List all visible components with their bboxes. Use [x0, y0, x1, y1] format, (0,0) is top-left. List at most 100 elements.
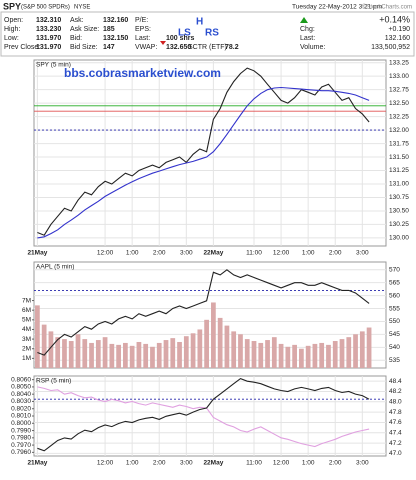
x-tick-label: 2:00	[153, 250, 166, 257]
volume-bar	[271, 337, 277, 368]
up-arrow	[300, 17, 308, 23]
y-tick-label: 47.2	[389, 440, 402, 447]
quote-value: 132.150	[103, 35, 128, 42]
quote-value: 132.650	[166, 44, 191, 51]
price-line	[37, 269, 370, 356]
y2-tick-label: 0.7980	[11, 435, 31, 442]
volume-bar	[292, 344, 297, 368]
y-tick-label: 555	[389, 305, 400, 312]
volume-bar	[305, 345, 311, 368]
y2-tick-label: 0.8040	[11, 391, 31, 398]
quote-value: 100 shrs	[166, 35, 195, 42]
volume-bar	[116, 344, 121, 368]
y2-tick-label: 2M	[22, 345, 31, 352]
y-tick-label: 535	[389, 357, 400, 364]
quote-label: Open:	[4, 17, 23, 24]
volume-bar	[102, 337, 108, 368]
x-tick-label: 12:00	[97, 250, 114, 257]
volume-bar	[55, 337, 61, 368]
quote-label: VWAP:	[135, 44, 157, 51]
y-tick-label: 133.00	[389, 73, 409, 80]
x-tick-label: 1:00	[302, 250, 315, 257]
y-tick-label: 48.2	[389, 388, 402, 395]
quote-label: SCTR (ETF)	[188, 44, 227, 51]
x-tick-label: 12:00	[97, 460, 114, 467]
y2-tick-label: 0.8000	[11, 420, 31, 427]
y-tick-label: 47.0	[389, 450, 402, 457]
x-tick-label: 22May	[203, 460, 223, 467]
volume-bar	[95, 340, 101, 368]
x-tick-label: 3:00	[356, 250, 369, 257]
volume-bar	[312, 343, 318, 368]
pattern-label: LS	[178, 28, 191, 39]
quote-value: 132.160	[103, 17, 128, 24]
y-tick-label: 550	[389, 318, 400, 325]
volume-bar	[251, 341, 257, 368]
volume-bar	[123, 342, 128, 368]
x-tick-label: 2:00	[153, 460, 166, 467]
x-tick-label: 1:00	[126, 250, 139, 257]
volume-bar	[177, 341, 182, 368]
x-tick-label: 12:00	[273, 250, 290, 257]
y-tick-label: 132.25	[389, 113, 409, 120]
x-tick-label: 1:00	[302, 460, 315, 467]
volume-bar	[224, 325, 230, 368]
volume-bar	[244, 339, 250, 368]
down-arrow	[160, 41, 166, 45]
volume-bar	[353, 334, 358, 368]
y-tick-label: 131.75	[389, 140, 409, 147]
y-tick-label: 540	[389, 344, 400, 351]
y2-tick-label: 0.7960	[11, 449, 31, 456]
watermark: bbs.cobrasmarketview.com	[64, 66, 221, 80]
volume-bar	[265, 340, 270, 368]
volume-bar	[183, 336, 189, 368]
panel-frame	[33, 59, 387, 247]
quote-value: 185	[103, 26, 115, 33]
volume-bar	[299, 348, 304, 368]
volume-bar	[238, 334, 243, 368]
quote-box	[0, 11, 415, 57]
volume-bar	[156, 342, 162, 368]
y-tick-label: 570	[389, 266, 400, 273]
summary-label: Last:	[300, 35, 315, 42]
exchange: NYSE	[74, 5, 90, 11]
quote-label: High:	[4, 26, 20, 33]
y-tick-label: 130.25	[389, 221, 409, 228]
price-line	[37, 86, 370, 239]
y2-tick-label: 0.8030	[11, 398, 31, 405]
datetime: Tuesday 22-May-2012 3:21 pm	[292, 4, 382, 11]
volume-bar	[75, 334, 81, 368]
quote-value: 132.310	[36, 17, 61, 24]
quote-label: EPS:	[135, 26, 151, 33]
x-tick-label: 11:00	[246, 460, 262, 467]
quote-label: Bid:	[70, 35, 82, 42]
x-tick-label: 3:00	[180, 250, 193, 257]
summary-value: +0.190	[388, 26, 410, 33]
pattern-label: H	[196, 17, 203, 28]
panel-title: SPY (5 min)	[36, 62, 71, 69]
y2-tick-label: 0.8060	[11, 376, 31, 383]
quote-label: P/E:	[135, 17, 148, 24]
x-tick-label: 3:00	[356, 460, 369, 467]
y2-tick-label: 0.7990	[11, 427, 31, 434]
y-tick-label: 560	[389, 292, 400, 299]
x-tick-label: 2:00	[329, 460, 342, 467]
y2-tick-label: 6M	[22, 307, 31, 314]
y-tick-label: 130.50	[389, 208, 409, 215]
quote-label: Bid Size:	[70, 44, 98, 51]
y-tick-label: 130.00	[389, 235, 409, 242]
volume-bar	[190, 333, 196, 368]
volume-bar	[285, 346, 291, 368]
credit: ©StockCharts.com	[362, 4, 412, 11]
pattern-label: RS	[205, 28, 219, 39]
volume-bar	[231, 331, 237, 368]
header: SPY (S&P 500 SPDRs) NYSE Tuesday 22-May-…	[0, 1, 415, 57]
volume-bar	[204, 319, 209, 368]
change-percent: +0.14%	[379, 14, 410, 24]
y-tick-label: 132.00	[389, 127, 409, 134]
x-tick-label: 12:00	[273, 460, 290, 467]
y2-tick-label: 0.7970	[11, 442, 31, 449]
volume-bar	[163, 340, 169, 368]
y-tick-label: 47.8	[389, 409, 402, 416]
quote-value: 131.970	[36, 44, 61, 51]
